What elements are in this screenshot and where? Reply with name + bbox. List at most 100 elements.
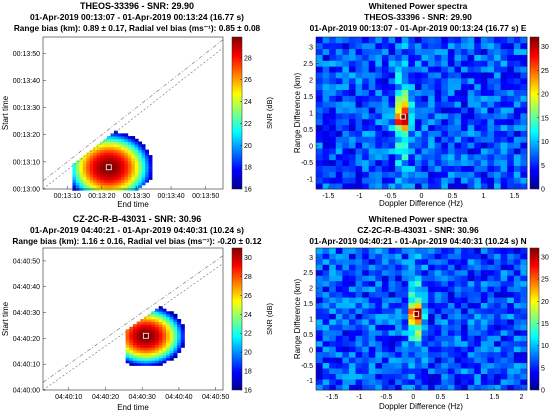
heatmap-cell (368, 269, 376, 276)
heatmap-cell (166, 321, 171, 325)
heatmap-cell (414, 95, 422, 102)
heatmap-cell (381, 329, 389, 336)
heatmap-cell (129, 337, 134, 341)
heatmap-cell (120, 144, 125, 148)
heatmap-cell (355, 153, 363, 161)
heatmap-cell (117, 165, 122, 170)
heatmap-cell (348, 107, 356, 114)
heatmap-cell (513, 297, 521, 304)
heatmap-cell (322, 362, 330, 369)
heatmap-cell (388, 124, 396, 131)
heatmap-cell (316, 264, 323, 271)
heatmap-cell (86, 179, 91, 183)
heatmap-cell (322, 54, 330, 61)
heatmap-cell (355, 37, 363, 44)
heatmap-cell (316, 159, 323, 167)
heatmap-cell (401, 346, 409, 353)
heatmap-cell (93, 163, 98, 167)
heatmap-cell (388, 329, 396, 336)
heatmap-cell (110, 174, 115, 178)
heatmap-cell (348, 153, 356, 161)
heatmap-cell (467, 113, 475, 120)
heatmap-cell (155, 352, 160, 356)
heatmap-cell (408, 171, 416, 178)
heatmap-cell (322, 130, 330, 137)
heatmap-cell (368, 302, 376, 309)
heatmap-cell (355, 319, 363, 325)
heatmap-cell (162, 337, 167, 341)
heatmap-cell (125, 342, 130, 346)
heatmap-cell (355, 291, 363, 298)
heatmap-cell (421, 42, 429, 50)
heatmap-cell (103, 184, 108, 189)
heatmap-cell (120, 152, 125, 156)
heatmap-cell (173, 352, 178, 356)
heatmap-cell (322, 77, 330, 85)
heatmap-cell (86, 165, 91, 170)
heatmap-cell (494, 118, 502, 126)
heatmap-cell (441, 324, 449, 331)
heatmap-cell (401, 368, 409, 375)
heatmap-cell (408, 335, 416, 342)
heatmap-cell (131, 165, 136, 170)
heatmap-cell (467, 66, 475, 73)
heatmap-cell (362, 95, 370, 102)
heatmap-cell (362, 269, 370, 276)
x-tick-label: 0 (420, 193, 424, 200)
heatmap-cell (434, 42, 442, 50)
heatmap-cell (177, 326, 182, 330)
heatmap-cell (107, 174, 111, 178)
heatmap-cell (335, 264, 343, 271)
heatmap-cell (120, 133, 125, 137)
heatmap-cell (401, 335, 409, 342)
heatmap-cell (520, 48, 528, 55)
heatmap-cell (120, 179, 125, 183)
heatmap-cell (173, 339, 178, 343)
heatmap-cell (441, 302, 449, 309)
heatmap-cell (342, 340, 350, 347)
heatmap-cell (507, 346, 515, 353)
heatmap-cell (507, 113, 515, 120)
heatmap-cell (513, 302, 521, 309)
heatmap-cell (408, 275, 416, 282)
heatmap-cell (117, 136, 122, 140)
heatmap-cell (82, 184, 87, 189)
heatmap-cell (414, 275, 422, 282)
heatmap-cell (513, 66, 521, 73)
heatmap-cell (428, 118, 436, 126)
heatmap-cell (474, 66, 482, 73)
heatmap-cell (441, 253, 449, 260)
heatmap-cell (408, 280, 416, 287)
heatmap-cell (480, 264, 488, 271)
heatmap-cell (507, 130, 515, 137)
heatmap-cell (480, 357, 488, 364)
heatmap-cell (401, 357, 409, 364)
heatmap-cell (162, 324, 167, 328)
heatmap-cell (316, 308, 323, 314)
heatmap-cell (441, 275, 449, 282)
heatmap-cell (329, 118, 337, 126)
heatmap-cell (348, 42, 356, 50)
heatmap-cell (145, 157, 149, 161)
heatmap-cell (144, 339, 149, 343)
heatmap-cell (441, 142, 449, 149)
heatmap-cell (461, 379, 469, 385)
heatmap-cell (173, 313, 178, 317)
heatmap-cell (434, 101, 442, 108)
heatmap-cell (408, 101, 416, 108)
heatmap-cell (362, 54, 370, 61)
heatmap-cell (474, 308, 482, 314)
heatmap-cell (454, 324, 462, 331)
heatmap-cell (447, 319, 455, 325)
heatmap-cell (480, 72, 488, 79)
heatmap-cell (388, 253, 396, 260)
heatmap-cell (421, 83, 429, 91)
heatmap-cell (513, 83, 521, 91)
heatmap-cell (158, 347, 163, 351)
heatmap-cell (348, 280, 356, 287)
heatmap-cell (421, 291, 429, 298)
heatmap-cell (368, 319, 376, 325)
heatmap-cell (316, 124, 323, 131)
heatmap-cell (136, 331, 141, 335)
heatmap-cell (434, 373, 442, 380)
